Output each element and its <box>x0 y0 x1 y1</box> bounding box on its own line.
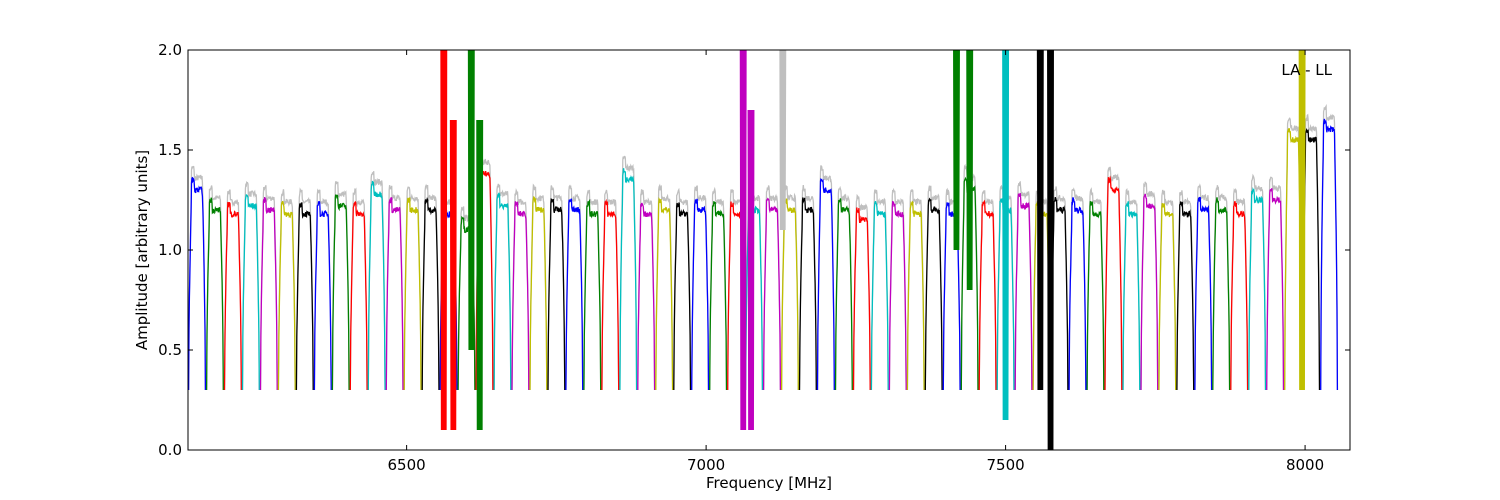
background-window-trace <box>1068 187 1087 391</box>
window-trace <box>978 199 997 391</box>
window-trace <box>188 176 207 391</box>
spike-trace <box>747 109 755 431</box>
y-tick-label: 1.0 <box>158 241 182 259</box>
window-trace <box>1230 200 1249 391</box>
background-window-trace <box>403 186 422 391</box>
window-trace <box>1068 197 1087 391</box>
window-trace <box>1212 197 1231 391</box>
window-trace <box>1140 193 1159 391</box>
spike-trace <box>1047 50 1054 450</box>
background-window-trace <box>385 185 404 391</box>
window-trace <box>403 197 422 391</box>
window-trace <box>241 193 260 391</box>
window-trace <box>1302 127 1321 391</box>
window-trace <box>493 192 512 391</box>
window-trace <box>601 198 620 391</box>
window-trace <box>1284 127 1303 391</box>
x-tick-label: 6500 <box>388 456 426 474</box>
window-trace <box>1050 196 1069 391</box>
background-window-trace <box>709 186 728 391</box>
window-trace <box>888 200 907 391</box>
background-window-trace <box>1230 187 1249 391</box>
window-trace <box>691 198 710 391</box>
spike-trace <box>966 50 974 291</box>
spike-trace <box>440 50 448 431</box>
background-window-trace <box>619 155 638 391</box>
window-trace <box>331 194 350 391</box>
background-window-trace <box>349 187 368 391</box>
axis-ticks: 6500 7000 7500 8000 0.0 0.5 1.0 1.5 2.0 <box>158 41 1350 474</box>
x-tick-label: 8000 <box>1286 456 1324 474</box>
window-trace <box>367 180 386 391</box>
window-trace <box>1266 188 1285 391</box>
window-trace <box>673 202 692 391</box>
window-trace <box>834 198 853 391</box>
window-trace <box>816 177 835 391</box>
window-trace <box>295 202 314 391</box>
x-tick-label: 7500 <box>986 456 1024 474</box>
background-window-trace <box>691 185 710 391</box>
y-axis-label: Amplitude [arbitrary units] <box>133 150 151 350</box>
y-tick-label: 0.5 <box>158 341 182 359</box>
spike-trace <box>449 119 457 431</box>
background-window-trace <box>1212 185 1231 391</box>
y-tick-label: 1.5 <box>158 141 182 159</box>
window-trace <box>709 201 728 391</box>
window-trace <box>619 168 638 391</box>
background-window-trace <box>205 185 224 391</box>
window-trace <box>1104 175 1123 391</box>
window-trace <box>313 201 332 391</box>
background-window-trace <box>637 189 656 391</box>
window-trace <box>1176 201 1195 391</box>
window-trace <box>1320 118 1339 391</box>
y-tick-label: 0.0 <box>158 441 182 459</box>
background-window-trace <box>565 184 584 391</box>
window-trace <box>421 196 440 391</box>
spike-trace <box>1036 50 1044 391</box>
window-trace <box>511 201 530 391</box>
background-window-trace <box>313 188 332 391</box>
spike-trace <box>476 119 484 431</box>
window-trace <box>529 196 548 391</box>
window-trace <box>870 200 889 391</box>
chart-annotation: LA - LL <box>1281 61 1332 79</box>
window-trace <box>852 207 871 391</box>
spike-trace <box>739 50 747 431</box>
window-trace <box>349 200 368 391</box>
window-trace <box>1014 192 1033 391</box>
window-trace <box>924 197 943 391</box>
window-trace <box>1158 203 1177 391</box>
window-trace <box>798 197 817 391</box>
window-trace <box>1194 196 1213 391</box>
window-trace <box>565 198 584 391</box>
y-tick-label: 2.0 <box>158 41 182 59</box>
spike-trace <box>779 50 787 231</box>
window-trace <box>655 196 674 391</box>
window-trace <box>583 198 602 391</box>
spike-trace <box>467 50 475 351</box>
window-trace <box>1086 201 1105 391</box>
window-trace <box>277 200 296 391</box>
spectrum-series <box>188 50 1339 450</box>
spike-trace <box>1002 50 1010 421</box>
background-window-trace <box>1050 186 1069 391</box>
window-trace <box>1122 201 1141 391</box>
spike-trace <box>953 50 960 251</box>
background-window-trace <box>1176 190 1195 391</box>
window-trace <box>762 197 782 391</box>
window-trace <box>223 201 242 391</box>
spike-trace <box>1298 50 1306 391</box>
window-trace <box>205 197 224 391</box>
window-trace <box>637 202 656 391</box>
window-trace <box>385 197 404 391</box>
window-trace <box>547 197 566 391</box>
x-tick-label: 7000 <box>687 456 725 474</box>
window-trace <box>1248 187 1267 391</box>
background-window-trace <box>1140 181 1159 391</box>
window-trace <box>259 197 278 391</box>
window-trace <box>906 200 925 391</box>
x-axis-label: Frequency [MHz] <box>706 474 832 492</box>
